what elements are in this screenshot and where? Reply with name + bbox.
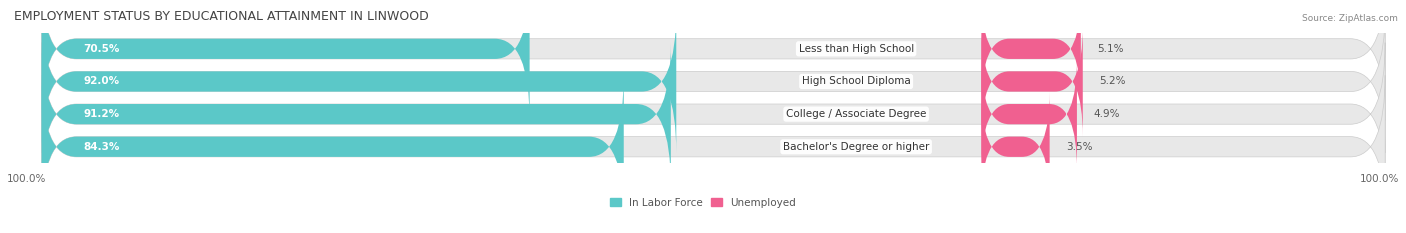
Text: 91.2%: 91.2% bbox=[83, 109, 120, 119]
FancyBboxPatch shape bbox=[42, 75, 624, 218]
Text: 100.0%: 100.0% bbox=[1360, 174, 1399, 184]
Text: EMPLOYMENT STATUS BY EDUCATIONAL ATTAINMENT IN LINWOOD: EMPLOYMENT STATUS BY EDUCATIONAL ATTAINM… bbox=[14, 10, 429, 23]
Text: High School Diploma: High School Diploma bbox=[801, 76, 911, 86]
FancyBboxPatch shape bbox=[42, 10, 1385, 153]
FancyBboxPatch shape bbox=[981, 59, 1077, 169]
FancyBboxPatch shape bbox=[981, 92, 1050, 202]
FancyBboxPatch shape bbox=[42, 0, 530, 120]
FancyBboxPatch shape bbox=[42, 75, 1385, 218]
Text: 100.0%: 100.0% bbox=[7, 174, 46, 184]
FancyBboxPatch shape bbox=[42, 10, 676, 153]
Text: 3.5%: 3.5% bbox=[1066, 142, 1092, 152]
Text: 4.9%: 4.9% bbox=[1094, 109, 1121, 119]
Text: College / Associate Degree: College / Associate Degree bbox=[786, 109, 927, 119]
FancyBboxPatch shape bbox=[42, 43, 1385, 186]
FancyBboxPatch shape bbox=[981, 26, 1083, 137]
Text: 5.1%: 5.1% bbox=[1098, 44, 1123, 54]
FancyBboxPatch shape bbox=[42, 43, 671, 186]
Text: 92.0%: 92.0% bbox=[83, 76, 120, 86]
FancyBboxPatch shape bbox=[42, 0, 1385, 120]
FancyBboxPatch shape bbox=[981, 0, 1081, 104]
Text: Bachelor's Degree or higher: Bachelor's Degree or higher bbox=[783, 142, 929, 152]
Text: Source: ZipAtlas.com: Source: ZipAtlas.com bbox=[1302, 14, 1398, 23]
Text: Less than High School: Less than High School bbox=[799, 44, 914, 54]
Legend: In Labor Force, Unemployed: In Labor Force, Unemployed bbox=[610, 198, 796, 208]
Text: 84.3%: 84.3% bbox=[83, 142, 120, 152]
Text: 70.5%: 70.5% bbox=[83, 44, 120, 54]
Text: 5.2%: 5.2% bbox=[1099, 76, 1126, 86]
